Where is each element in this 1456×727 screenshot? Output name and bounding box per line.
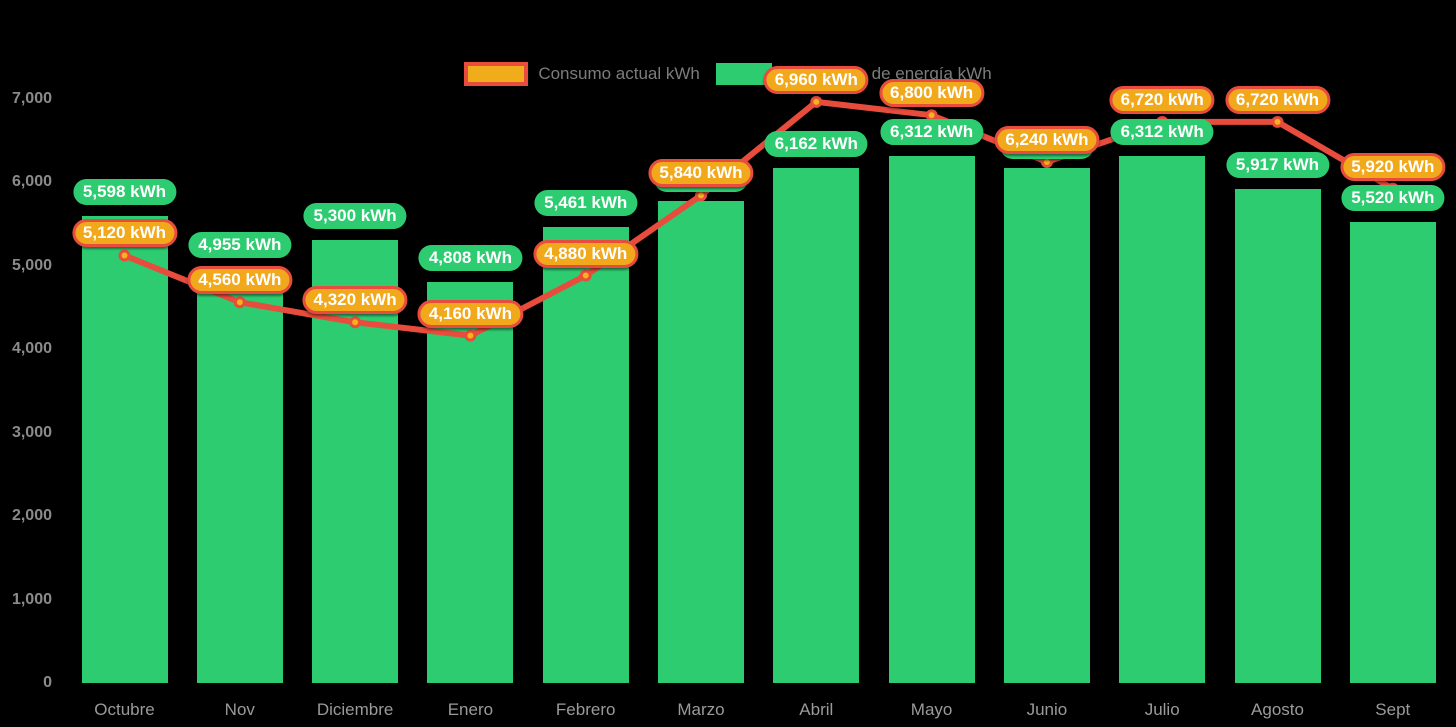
x-tick-label: Nov (224, 700, 255, 719)
line-value-label: 6,720 kWh (1109, 85, 1215, 114)
x-tick-label: Marzo (677, 700, 725, 719)
bar-value-label: 5,461 kWh (534, 190, 638, 216)
x-tick-label: Enero (447, 700, 494, 719)
line-value-label: 5,120 kWh (71, 219, 178, 248)
production-bar[interactable] (1234, 188, 1321, 683)
production-bar[interactable] (196, 269, 283, 683)
line-value-label: 6,240 kWh (994, 125, 1100, 154)
bar-value-label: 4,955 kWh (188, 232, 292, 259)
line-marker[interactable] (118, 249, 131, 262)
x-tick-label: Agosto (1251, 700, 1304, 719)
line-value-label: 4,320 kWh (302, 286, 408, 315)
legend-label-consumo: Consumo actual kWh (538, 64, 700, 83)
production-bar[interactable] (1119, 155, 1206, 683)
line-value-label: 4,880 kWh (533, 239, 639, 268)
legend-item-consumo[interactable]: Consumo actual kWh (464, 62, 700, 86)
line-value-label: 6,800 kWh (879, 79, 985, 108)
production-bar[interactable] (542, 227, 629, 683)
bar-value-label: 5,917 kWh (1225, 151, 1330, 178)
line-marker[interactable] (1271, 115, 1284, 128)
x-tick-label: Febrero (555, 700, 616, 719)
line-value-label: 6,960 kWh (763, 65, 869, 94)
y-tick-label: 3,000 (11, 423, 52, 441)
bar-value-label: 5,598 kWh (72, 178, 177, 205)
production-bar[interactable] (81, 215, 168, 683)
line-value-label: 5,920 kWh (1340, 152, 1446, 181)
production-bar[interactable] (427, 281, 514, 683)
x-tick-label: Abril (799, 700, 834, 719)
x-tick-label: Junio (1026, 700, 1068, 719)
y-tick-label: 1,000 (11, 590, 52, 608)
x-tick-label: Octubre (94, 700, 155, 719)
line-marker[interactable] (464, 329, 477, 342)
bar-value-label: 5,520 kWh (1341, 185, 1445, 212)
y-tick-label: 6,000 (11, 173, 52, 190)
bar-value-label: 6,162 kWh (764, 131, 868, 158)
y-tick-label: 5,000 (11, 256, 52, 274)
line-marker[interactable] (349, 316, 362, 329)
production-bar[interactable] (1349, 222, 1436, 683)
y-tick-label: 7,000 (11, 89, 52, 107)
bar-value-label: 6,312 kWh (1110, 118, 1214, 145)
line-value-label: 5,840 kWh (648, 159, 754, 188)
line-marker[interactable] (579, 269, 592, 282)
bar-value-label: 6,312 kWh (880, 118, 984, 145)
production-bar[interactable] (1003, 167, 1090, 683)
bar-value-label: 4,808 kWh (418, 244, 522, 271)
x-tick-label: Sept (1375, 700, 1411, 719)
production-bar[interactable] (888, 155, 975, 683)
y-tick-label: 4,000 (11, 340, 52, 357)
y-tick-label: 0 (43, 674, 52, 691)
line-value-label: 6,720 kWh (1224, 85, 1331, 114)
line-marker[interactable] (233, 296, 246, 309)
x-tick-label: Diciembre (316, 700, 394, 719)
production-bar[interactable] (658, 201, 744, 683)
line-marker[interactable] (810, 95, 823, 108)
x-tick-label: Mayo (910, 700, 953, 719)
line-value-label: 4,160 kWh (417, 299, 523, 328)
production-bar[interactable] (773, 168, 860, 683)
line-value-label: 4,560 kWh (187, 266, 293, 295)
bar-value-label: 5,300 kWh (303, 203, 407, 230)
x-tick-label: Julio (1144, 700, 1180, 719)
produccion-legend-swatch-icon (715, 63, 772, 85)
y-tick-label: 2,000 (11, 507, 52, 524)
consumo-legend-swatch-icon (464, 62, 529, 86)
